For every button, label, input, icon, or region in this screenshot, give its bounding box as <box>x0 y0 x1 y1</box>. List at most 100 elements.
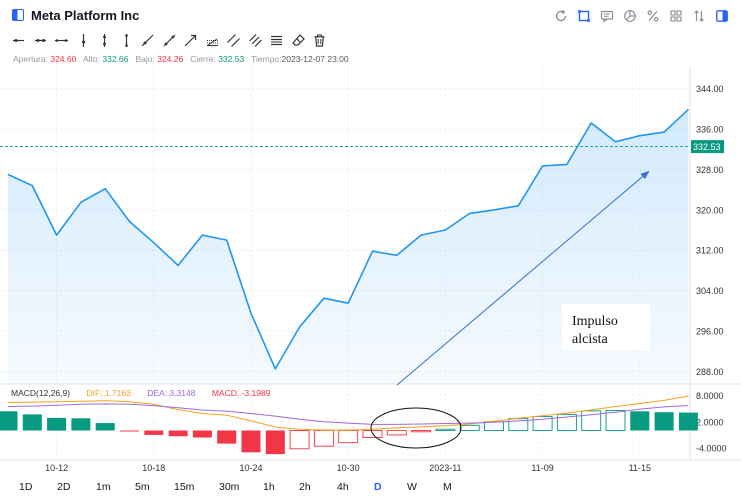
price-area-fill <box>8 109 689 385</box>
last-price-label: 332.53 <box>693 142 721 152</box>
price-area <box>8 109 689 385</box>
price-tick-label: 328.00 <box>696 165 724 175</box>
ray-icon[interactable] <box>137 31 159 49</box>
arrow-line-icon[interactable] <box>180 31 202 49</box>
macd-histogram-bar <box>459 424 480 431</box>
interval-1m[interactable]: 1m <box>96 481 111 493</box>
macd-histogram-bar <box>678 412 698 431</box>
interval-1h[interactable]: 1h <box>263 481 275 493</box>
time-axis: 10-12 10-18 10-24 10-30 2023-11 11-09 11-15 <box>45 463 651 473</box>
price-tick-label: 320.00 <box>696 205 724 215</box>
macd-tick-label: 8.0000 <box>696 391 724 401</box>
high-label: Alto: <box>82 54 100 64</box>
sort-icon[interactable] <box>688 6 710 26</box>
annotation-line-2: alcista <box>572 332 608 347</box>
time-tick-label: 2023-11 <box>429 463 461 473</box>
refresh-icon[interactable] <box>550 6 572 26</box>
interval-5m[interactable]: 5m <box>135 481 150 493</box>
macd-title: MACD(12,26,9) <box>11 388 71 398</box>
horizontal-ray-icon[interactable] <box>8 31 30 49</box>
macd-histogram-bar <box>217 430 237 444</box>
drawing-mode-icon[interactable] <box>573 6 595 26</box>
macd-dif-value: DIF: 1.7163 <box>86 388 131 398</box>
price-line <box>7 108 689 370</box>
horizontal-channel-icon[interactable] <box>266 31 288 49</box>
price-channel-icon[interactable] <box>245 31 267 49</box>
eraser-icon[interactable] <box>288 31 310 49</box>
pie-icon[interactable] <box>619 6 641 26</box>
time-label: Tiempo: <box>251 54 282 64</box>
time-tick-label: 10-12 <box>45 463 68 473</box>
interval-bar: 1D 2D 1m 5m 15m 30m 1h 2h 4h D W M <box>0 478 741 498</box>
macd-histogram-bar <box>411 430 432 433</box>
price-chart[interactable]: 344.00 336.00 328.00 320.00 312.00 304.00 296.… <box>0 66 741 478</box>
macd-dea-line <box>7 403 689 425</box>
time-tick-label: 10-18 <box>142 463 165 473</box>
macd-legend: MACD(12,26,9) DIF: 1.7163 DEA: 3.3148 MA… <box>11 388 270 398</box>
last-price-marker: 332.53 <box>0 140 724 154</box>
price-tick-label: 312.00 <box>696 246 724 256</box>
open-value: 324.60 <box>50 54 77 64</box>
parallel-channel-icon[interactable] <box>223 31 245 49</box>
panel-icon[interactable] <box>711 6 733 26</box>
panel-toggle-icon[interactable] <box>12 9 24 21</box>
price-tick-label: 336.00 <box>696 125 724 135</box>
fibonacci-icon[interactable] <box>202 31 224 49</box>
interval-2h[interactable]: 2h <box>299 481 311 493</box>
horizontal-segment-icon[interactable] <box>30 31 52 49</box>
interval-2d[interactable]: 2D <box>57 481 71 493</box>
price-line-path <box>7 108 689 370</box>
vertical-segment-icon[interactable] <box>94 31 116 49</box>
grid-icon[interactable] <box>665 6 687 26</box>
macd-histogram-bar <box>192 430 212 438</box>
impulse-arrow[interactable] <box>396 170 650 386</box>
low-value: 324.26 <box>157 54 184 64</box>
comment-icon[interactable] <box>596 6 618 26</box>
annotation-note[interactable]: Impulso alcista <box>562 304 650 350</box>
macd-histogram-bar <box>144 430 164 435</box>
vertical-line-icon[interactable] <box>116 31 138 49</box>
price-tick-label: 304.00 <box>696 286 724 296</box>
macd-dea-value: DEA: 3.3148 <box>147 388 196 398</box>
top-right-toolbar <box>549 6 733 26</box>
segment-icon[interactable] <box>159 31 181 49</box>
price-axis: 344.00 336.00 328.00 320.00 312.00 304.00 296.… <box>696 84 727 453</box>
macd-histogram-bar <box>630 411 650 431</box>
close-value: 332.53 <box>218 54 245 64</box>
macd-histogram-bar <box>0 411 18 431</box>
time-value: 2023-12-07 23:00 <box>281 54 349 64</box>
interval-4h[interactable]: 4h <box>337 481 349 493</box>
macd-pane <box>0 395 698 455</box>
price-tick-label: 288.00 <box>696 367 724 377</box>
macd-histogram-bar <box>386 430 407 436</box>
annotation-line-1: Impulso <box>572 314 618 329</box>
histogram-circle[interactable] <box>370 407 462 449</box>
trash-icon[interactable] <box>309 31 331 49</box>
symbol-title: Meta Platform Inc <box>31 8 140 23</box>
header: Meta Platform Inc <box>0 0 741 30</box>
macd-histogram-bar <box>241 430 261 453</box>
ohlc-legend: Apertura: 324.60 Alto: 332.66 Bajo: 324.… <box>13 54 349 64</box>
macd-histogram-bar <box>47 417 67 431</box>
time-tick-label: 10-24 <box>239 463 262 473</box>
macd-histogram-bar <box>605 409 626 431</box>
interval-m[interactable]: M <box>443 481 452 493</box>
drawing-toolbar <box>8 30 331 50</box>
vertical-ray-icon[interactable] <box>73 31 95 49</box>
interval-d[interactable]: D <box>374 481 382 493</box>
high-value: 332.66 <box>102 54 129 64</box>
time-tick-label: 11-09 <box>531 463 553 473</box>
macd-histogram-bar <box>289 430 310 450</box>
price-tick-label: 296.00 <box>696 327 724 337</box>
horizontal-line-icon[interactable] <box>51 31 73 49</box>
macd-histogram-bar <box>435 428 456 431</box>
last-price-tag <box>691 140 724 154</box>
low-label: Bajo: <box>135 54 155 64</box>
percent-icon[interactable] <box>642 6 664 26</box>
interval-15m[interactable]: 15m <box>174 481 195 493</box>
macd-histogram-bar <box>338 430 359 444</box>
interval-w[interactable]: W <box>407 481 417 493</box>
interval-1d[interactable]: 1D <box>19 481 33 493</box>
macd-tick-label: -4.0000 <box>696 443 727 453</box>
interval-30m[interactable]: 30m <box>219 481 240 493</box>
